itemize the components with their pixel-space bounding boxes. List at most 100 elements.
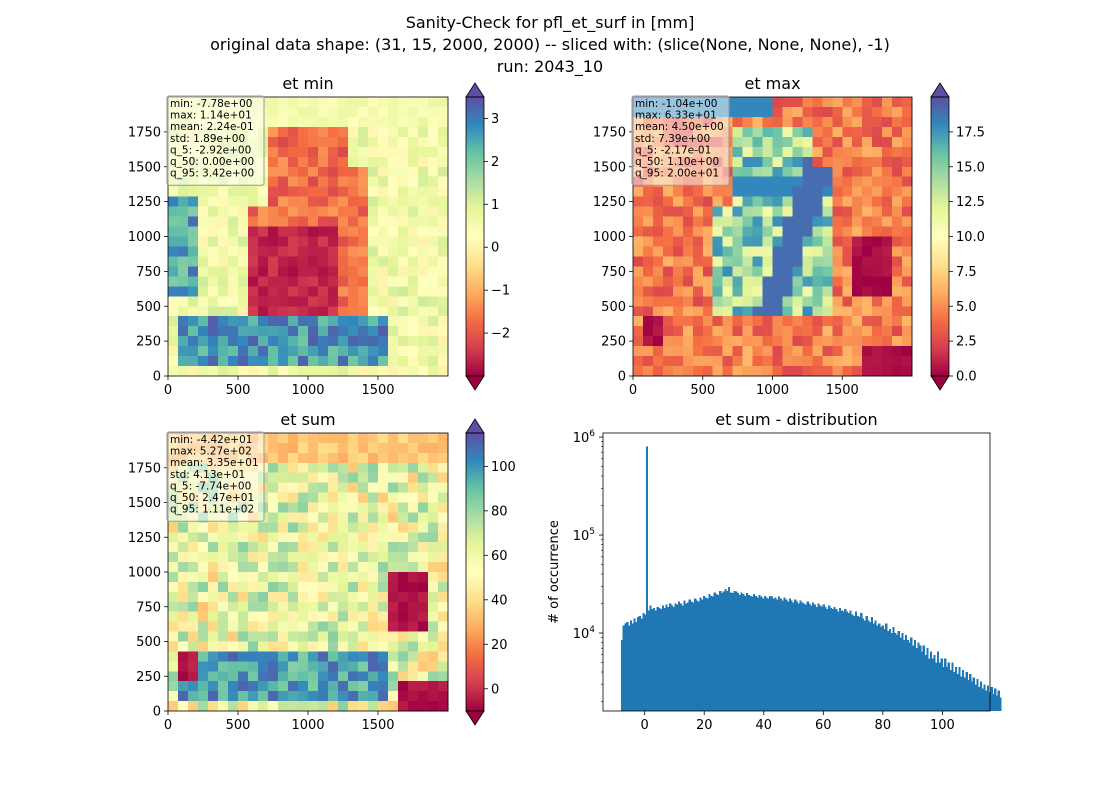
heatmap-cell <box>248 346 259 357</box>
colorbar <box>466 433 484 711</box>
heatmap-cell <box>308 691 319 702</box>
heatmap-cell <box>438 346 449 357</box>
heatmap-cell <box>218 276 229 287</box>
heatmap-cell <box>722 276 734 287</box>
heatmap-cell <box>218 196 229 208</box>
heatmap-cell <box>822 236 833 248</box>
heatmap-cell <box>338 97 349 108</box>
heatmap-cell <box>288 106 299 118</box>
heatmap-cell <box>268 482 279 494</box>
heatmap-cell <box>198 572 209 583</box>
heatmap-cell <box>288 216 299 228</box>
heatmap-cell <box>702 206 714 218</box>
histogram-bar <box>665 604 668 711</box>
heatmap-cell <box>742 346 754 357</box>
histogram-bar <box>622 625 625 711</box>
histogram-bar <box>749 595 752 711</box>
heatmap-cell <box>228 562 239 573</box>
heatmap-cell <box>228 196 239 208</box>
heatmap-cell <box>258 206 269 218</box>
heatmap-cell <box>802 326 813 337</box>
histogram-bar <box>940 658 943 711</box>
heatmap-cell <box>338 226 349 238</box>
heatmap-cell <box>358 296 369 307</box>
heatmap-cell <box>702 286 714 297</box>
histogram-bar <box>867 620 870 711</box>
heatmap-cell <box>902 206 913 218</box>
heatmap-cell <box>822 116 833 128</box>
heatmap-cell <box>328 591 339 603</box>
heatmap-cell <box>378 572 389 583</box>
heatmap-cell <box>772 106 784 118</box>
heatmap-cell <box>428 572 439 583</box>
heatmap-cell <box>298 97 309 108</box>
heatmap-cell <box>378 106 389 118</box>
heatmap-cell <box>742 336 754 347</box>
heatmap-cell <box>198 276 209 287</box>
heatmap-cell <box>438 296 449 307</box>
heatmap-cell <box>702 346 714 357</box>
heatmap-cell <box>268 126 279 138</box>
heatmap-cell <box>208 276 219 287</box>
heatmap-cell <box>378 126 389 138</box>
heatmap-cell <box>388 581 399 593</box>
heatmap-cell <box>682 346 694 357</box>
heatmap-cell <box>428 286 439 297</box>
x-tick-label: 1500 <box>361 718 394 733</box>
heatmap-cell <box>178 572 189 583</box>
heatmap-cell <box>368 236 379 248</box>
heatmap-cell <box>328 462 339 474</box>
heatmap-cell <box>188 572 199 583</box>
histogram-bar <box>735 591 738 711</box>
heatmap-cell <box>228 601 239 613</box>
heatmap-cell <box>348 472 359 484</box>
heatmap-cell <box>268 256 279 267</box>
heatmap-cell <box>178 236 189 248</box>
heatmap-cell <box>248 641 259 653</box>
histogram-bar <box>813 604 816 711</box>
heatmap-cell <box>438 146 449 158</box>
heatmap-cell <box>428 681 439 692</box>
heatmap-cell <box>398 591 409 603</box>
heatmap-cell <box>398 196 409 208</box>
heatmap-cell <box>862 276 873 287</box>
heatmap-cell <box>348 512 359 523</box>
heatmap-cell <box>268 442 279 454</box>
histogram-bar <box>711 596 715 711</box>
heatmap-cell <box>168 621 179 633</box>
heatmap-cell <box>802 256 813 267</box>
heatmap-cell <box>278 136 289 148</box>
heatmap-cell <box>178 631 189 643</box>
heatmap-cell <box>188 581 199 593</box>
histogram-bar <box>931 658 934 711</box>
heatmap-cell <box>268 286 279 297</box>
heatmap-cell <box>338 356 349 367</box>
heatmap-cell <box>672 356 684 367</box>
heatmap-cell <box>278 256 289 267</box>
heatmap-cell <box>308 306 319 317</box>
stats-line: q_5: -2.17e-01 <box>635 144 711 156</box>
heatmap-cell <box>722 186 734 198</box>
heatmap-cell <box>278 166 289 178</box>
heatmap-cell <box>278 126 289 138</box>
heatmap-cell <box>892 166 903 178</box>
histogram-bar <box>854 611 858 711</box>
heatmap-cell <box>852 316 863 327</box>
heatmap-cell <box>408 671 419 682</box>
heatmap-cell <box>722 326 734 337</box>
heatmap-cell <box>278 246 289 258</box>
heatmap-cell <box>288 691 299 702</box>
heatmap-cell <box>278 266 289 277</box>
heatmap-cell <box>308 681 319 692</box>
heatmap-cell <box>288 366 299 377</box>
heatmap-cell <box>328 176 339 188</box>
heatmap-cell <box>742 226 754 238</box>
heatmap-cell <box>178 611 189 623</box>
heatmap-cell <box>882 136 893 148</box>
heatmap-cell <box>712 306 724 317</box>
heatmap-cell <box>288 176 299 188</box>
heatmap-cell <box>662 336 674 347</box>
heatmap-cell <box>178 266 189 277</box>
heatmap-cell <box>852 106 863 118</box>
histogram-bar <box>758 594 761 711</box>
